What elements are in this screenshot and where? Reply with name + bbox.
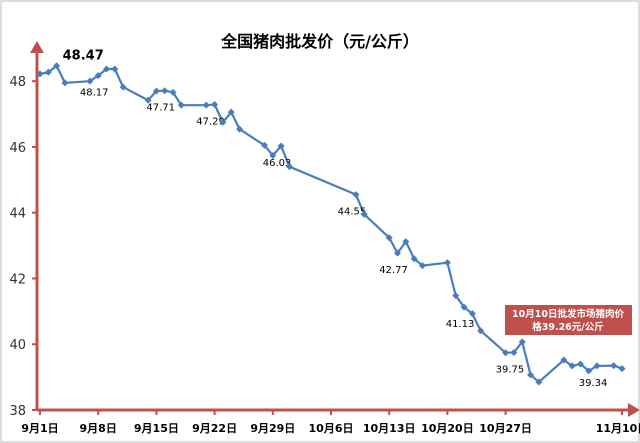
data-point — [111, 65, 119, 73]
x-tick-label: 9月29日 — [250, 422, 295, 435]
data-point — [560, 356, 568, 364]
data-point — [576, 360, 584, 368]
data-point — [86, 77, 94, 85]
data-label: 44.55 — [338, 207, 367, 218]
data-point — [152, 87, 160, 95]
data-point — [568, 362, 576, 370]
data-point — [443, 259, 451, 267]
y-axis-arrow — [30, 41, 44, 53]
annotation-box — [505, 305, 632, 335]
data-point — [61, 79, 69, 87]
chart-title: 全国猪肉批发价（元/公斤） — [220, 32, 419, 51]
data-point — [510, 348, 518, 356]
data-point — [260, 141, 268, 149]
data-point — [468, 310, 476, 318]
y-tick-label: 42 — [9, 272, 26, 287]
data-point — [236, 125, 244, 133]
data-point — [169, 88, 177, 96]
data-point — [460, 303, 468, 311]
y-tick-label: 38 — [9, 404, 26, 419]
data-point — [593, 362, 601, 370]
data-point — [452, 292, 460, 300]
data-point — [202, 101, 210, 109]
data-point — [36, 70, 44, 78]
data-point — [219, 118, 227, 126]
data-label: 39.75 — [496, 364, 525, 375]
y-tick-label: 46 — [9, 141, 26, 156]
data-point — [518, 338, 526, 346]
data-point — [477, 327, 485, 335]
data-label: 48.47 — [63, 49, 104, 64]
data-point — [269, 151, 277, 159]
data-point — [119, 83, 127, 91]
data-point — [285, 163, 293, 171]
x-tick-label: 10月6日 — [309, 422, 354, 435]
data-point — [385, 234, 393, 242]
x-tick-label: 9月15日 — [134, 422, 179, 435]
data-point — [144, 96, 152, 104]
data-point — [360, 210, 368, 218]
data-point — [177, 101, 185, 109]
x-tick-label: 10月27日 — [479, 422, 532, 435]
x-tick-label: 9月22日 — [192, 422, 237, 435]
y-tick-label: 40 — [9, 338, 26, 353]
data-point — [402, 238, 410, 246]
data-label: 42.77 — [379, 265, 408, 276]
data-point — [394, 249, 402, 257]
data-point — [161, 87, 169, 95]
data-point — [53, 62, 61, 70]
x-tick-label: 9月1日 — [21, 422, 58, 435]
data-point — [535, 378, 543, 386]
data-point — [227, 108, 235, 116]
x-tick-label: 9月8日 — [80, 422, 117, 435]
data-label: 47.71 — [146, 103, 175, 114]
data-point — [103, 65, 111, 73]
data-label: 46.03 — [263, 158, 292, 169]
data-point — [418, 262, 426, 270]
annotation-text: 格39.26元/公斤 — [532, 321, 604, 333]
y-tick-label: 44 — [9, 207, 26, 222]
data-point — [618, 365, 626, 373]
data-label: 47.29 — [196, 117, 225, 128]
data-point — [211, 101, 219, 109]
data-point — [585, 367, 593, 375]
data-point — [94, 72, 102, 80]
data-point — [44, 68, 52, 76]
x-tick-label: 10月20日 — [421, 422, 474, 435]
x-axis-arrow — [628, 403, 640, 417]
x-tick-label: 11月10日 — [596, 422, 640, 435]
data-label: 48.17 — [80, 88, 109, 99]
data-point — [277, 142, 285, 150]
x-tick-label: 10月13日 — [363, 422, 416, 435]
data-point — [502, 349, 510, 357]
data-point — [610, 362, 618, 370]
y-tick-label: 48 — [9, 75, 26, 90]
annotation-text: 10月10日批发市场猪肉价 — [512, 308, 624, 320]
data-label: 41.13 — [446, 319, 475, 330]
data-label: 39.34 — [579, 378, 608, 389]
data-point — [410, 255, 418, 263]
data-point — [352, 191, 360, 199]
data-point — [527, 371, 535, 379]
